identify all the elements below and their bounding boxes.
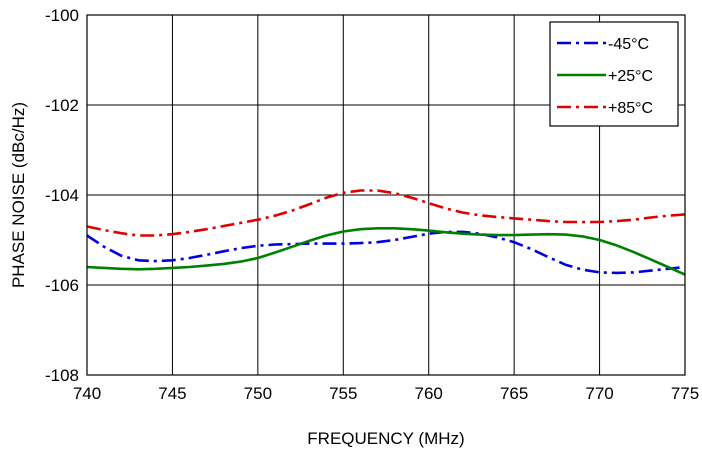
- plot-border: [86, 14, 686, 376]
- series-line-1: [86, 227, 686, 276]
- y-axis-title: PHASE NOISE (dBc/Hz): [9, 102, 28, 288]
- legend-label: +85°C: [608, 100, 653, 117]
- y-tick-label: -104: [45, 186, 79, 205]
- legend-label: +25°C: [608, 68, 653, 85]
- x-tick-label: 755: [329, 384, 357, 403]
- y-tick-label: -106: [45, 276, 79, 295]
- x-axis-title: FREQUENCY (MHz): [307, 429, 464, 448]
- x-tick-label: 745: [158, 384, 186, 403]
- series-layer: [86, 189, 686, 276]
- series-line-0: [86, 230, 686, 275]
- series-line-2: [86, 189, 686, 237]
- y-tick-label: -100: [45, 6, 79, 25]
- legend-label: -45°C: [608, 36, 649, 53]
- x-tick-label: 775: [671, 384, 699, 403]
- x-tick-label: 760: [415, 384, 443, 403]
- y-tick-label: -102: [45, 96, 79, 115]
- x-tick-label: 750: [244, 384, 272, 403]
- legend: -45°C +25°C +85°C: [549, 21, 679, 127]
- x-tick-label: 770: [585, 384, 613, 403]
- ticks: 740 745 750 755 760 765 770 775 -108 -106 -104 -102…: [45, 6, 699, 403]
- y-tick-label: -108: [45, 366, 79, 385]
- x-tick-label: 740: [73, 384, 101, 403]
- x-tick-label: 765: [500, 384, 528, 403]
